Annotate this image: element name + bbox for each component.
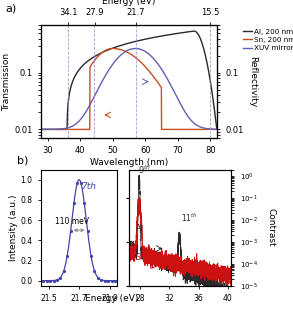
Text: 7th: 7th bbox=[81, 182, 96, 191]
Text: 110 meV: 110 meV bbox=[55, 217, 89, 226]
X-axis label: Energy (eV): Energy (eV) bbox=[102, 0, 156, 6]
Legend: Al, 200 nm, Sn, 200 nm, XUV mirror: Al, 200 nm, Sn, 200 nm, XUV mirror bbox=[243, 29, 293, 51]
Y-axis label: Reflectivity: Reflectivity bbox=[248, 56, 257, 107]
Y-axis label: Transmission: Transmission bbox=[3, 52, 11, 111]
Text: 9$^{th}$: 9$^{th}$ bbox=[138, 164, 151, 176]
Text: Al: Al bbox=[136, 225, 144, 233]
Text: Sn: Sn bbox=[135, 253, 145, 262]
X-axis label: Wavelength (nm): Wavelength (nm) bbox=[90, 158, 168, 167]
Y-axis label: Contrast: Contrast bbox=[266, 208, 275, 247]
Text: 11$^{th}$: 11$^{th}$ bbox=[181, 212, 198, 224]
Text: b): b) bbox=[17, 156, 28, 166]
Y-axis label: Intensity (a.u.): Intensity (a.u.) bbox=[9, 194, 18, 261]
Text: Energy (eV): Energy (eV) bbox=[85, 295, 138, 303]
Text: a): a) bbox=[6, 3, 17, 14]
